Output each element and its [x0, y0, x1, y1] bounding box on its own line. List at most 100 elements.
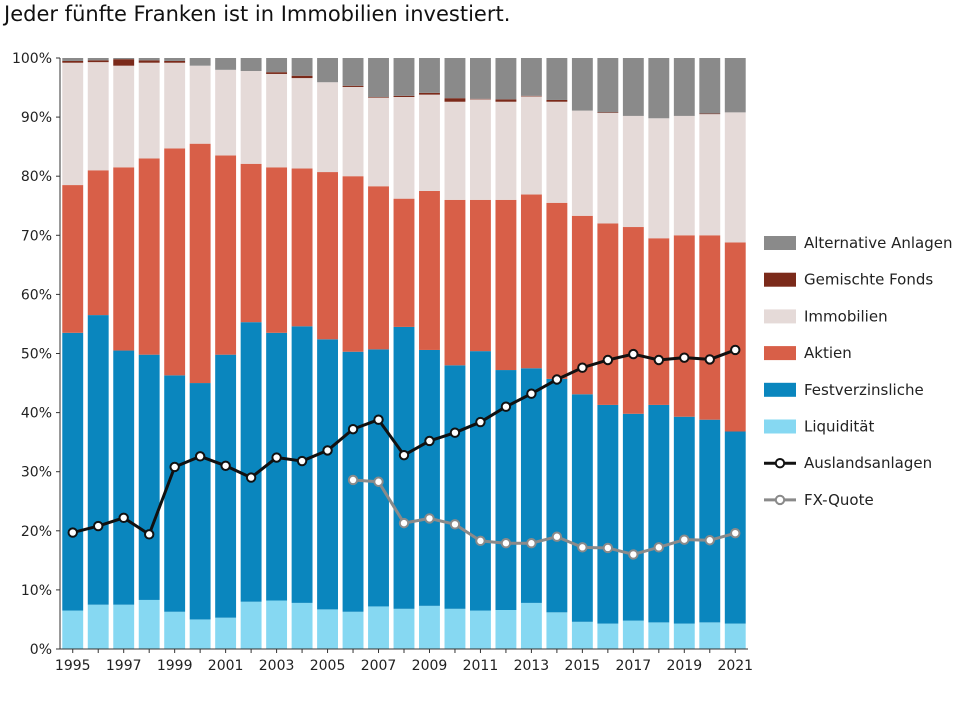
bar-liquidit-t-2021: [724, 623, 746, 649]
bar-liquidit-t-1999: [164, 611, 186, 649]
y-tick-label: 50%: [21, 347, 52, 363]
bar-gemischte-fonds-2004: [291, 75, 313, 79]
bar-festverzinsliche-2003: [266, 332, 288, 601]
bar-aktien-2014: [546, 202, 568, 379]
y-tick-label: 70%: [21, 228, 52, 244]
bar-alternative-anlagen-2012: [495, 58, 517, 100]
bar-immobilien-2019: [673, 115, 695, 236]
x-tick-label-2015: 2015: [565, 658, 601, 674]
bar-liquidit-t-2003: [266, 600, 288, 649]
bar-immobilien-2011: [470, 99, 491, 200]
bar-aktien-2007: [368, 186, 389, 350]
bar-aktien-2001: [215, 155, 237, 355]
bar-gemischte-fonds-1995: [62, 60, 84, 63]
bar-immobilien-1998: [138, 62, 160, 159]
bar-liquidit-t-2017: [622, 620, 644, 649]
point-auslandsanlagen-1996: [93, 520, 104, 532]
y-tick-label: 90%: [21, 110, 52, 126]
line-fx-quote: [352, 478, 736, 556]
bar-festverzinsliche-2015: [571, 394, 593, 622]
x-tick-label-1999: 1999: [157, 658, 193, 674]
bar-festverzinsliche-2005: [317, 339, 338, 610]
point-auslandsanlagen-2013: [526, 388, 537, 399]
bar-immobilien-1999: [164, 62, 186, 149]
legend-swatch-festverzinsliche: [764, 382, 796, 397]
legend-label-liquidit-t: Liquidität: [804, 418, 874, 436]
bar-alternative-anlagen-2013: [520, 58, 542, 96]
bar-festverzinsliche-2010: [444, 365, 466, 609]
bar-liquidit-t-2002: [240, 601, 262, 649]
bar-immobilien-2001: [215, 69, 237, 156]
bar-festverzinsliche-2000: [189, 383, 211, 620]
point-auslandsanlagen-2000: [194, 451, 206, 462]
bar-festverzinsliche-2009: [419, 349, 440, 606]
bar-immobilien-2006: [342, 86, 364, 177]
point-auslandsanlagen-2001: [220, 460, 231, 471]
bar-gemischte-fonds-2010: [444, 98, 466, 102]
bar-liquidit-t-1996: [87, 604, 109, 649]
bar-aktien-2008: [393, 198, 415, 327]
bar-alternative-anlagen-2000: [189, 58, 211, 66]
legend-marker-auslandsanlagen: [774, 458, 786, 469]
point-fx-quote-2015: [577, 542, 588, 553]
x-tick-label-2011: 2011: [463, 658, 499, 674]
bar-liquidit-t-2014: [546, 612, 568, 649]
bar-aktien-2009: [419, 190, 440, 350]
bar-festverzinsliche-1996: [87, 315, 109, 605]
point-auslandsanlagen-2017: [628, 348, 639, 360]
point-auslandsanlagen-2010: [449, 427, 461, 438]
bar-liquidit-t-1997: [113, 604, 135, 649]
bar-aktien-2012: [495, 199, 517, 371]
bar-liquidit-t-2016: [597, 623, 619, 649]
point-fx-quote-2014: [551, 531, 563, 542]
point-fx-quote-2016: [602, 542, 614, 554]
bar-aktien-1999: [164, 148, 186, 376]
y-tick-label: 40%: [21, 406, 52, 422]
bar-aktien-2018: [648, 238, 670, 405]
point-auslandsanlagen-2020: [704, 354, 715, 365]
x-tick-label-1997: 1997: [106, 658, 142, 674]
bar-immobilien-2021: [724, 112, 746, 243]
bar-alternative-anlagen-2003: [266, 58, 288, 73]
point-auslandsanlagen-2005: [322, 445, 333, 456]
bar-liquidit-t-1995: [62, 610, 84, 649]
bar-immobilien-2005: [317, 82, 338, 173]
bar-liquidit-t-2008: [393, 608, 415, 649]
point-fx-quote-2019: [679, 534, 690, 545]
legend-swatch-immobilien: [764, 309, 796, 324]
bar-alternative-anlagen-2002: [240, 58, 262, 71]
bar-aktien-1995: [62, 185, 84, 333]
bar-aktien-1997: [113, 167, 135, 351]
bar-gemischte-fonds-2013: [520, 95, 542, 97]
x-tick-label-2003: 2003: [259, 658, 295, 674]
bar-immobilien-2012: [495, 101, 517, 200]
bar-liquidit-t-2000: [189, 619, 211, 649]
bar-immobilien-2016: [597, 112, 619, 224]
bar-liquidit-t-2010: [444, 608, 466, 649]
bar-festverzinsliche-2011: [470, 351, 491, 611]
y-tick-label: 60%: [21, 287, 52, 303]
lines-layer: [67, 344, 741, 560]
point-fx-quote-2008: [398, 517, 410, 529]
bar-liquidit-t-1998: [138, 599, 160, 649]
bar-festverzinsliche-1997: [113, 350, 135, 605]
bar-festverzinsliche-2013: [520, 368, 542, 603]
x-tick-label-2007: 2007: [361, 658, 397, 674]
point-auslandsanlagen-1998: [143, 529, 155, 540]
bar-immobilien-2000: [189, 65, 211, 144]
bar-liquidit-t-2007: [368, 606, 389, 649]
x-tick-label-2005: 2005: [310, 658, 346, 674]
bar-alternative-anlagen-2001: [215, 58, 237, 70]
bar-festverzinsliche-2017: [622, 413, 644, 621]
y-axis: 0% 10% 20% 30% 40% 50% 60% 70% 80% 90% 100%: [12, 51, 61, 658]
x-tick-label-1995: 1995: [55, 658, 91, 674]
bar-gemischte-fonds-2007: [368, 97, 389, 98]
bar-aktien-2006: [342, 176, 364, 352]
bar-immobilien-2008: [393, 97, 415, 199]
bar-gemischte-fonds-1996: [87, 60, 109, 63]
point-auslandsanlagen-1997: [118, 512, 129, 523]
bar-alternative-anlagen-1995: [62, 58, 84, 61]
bar-liquidit-t-2020: [699, 622, 721, 649]
point-auslandsanlagen-2012: [500, 401, 512, 412]
bar-festverzinsliche-2018: [648, 404, 670, 623]
